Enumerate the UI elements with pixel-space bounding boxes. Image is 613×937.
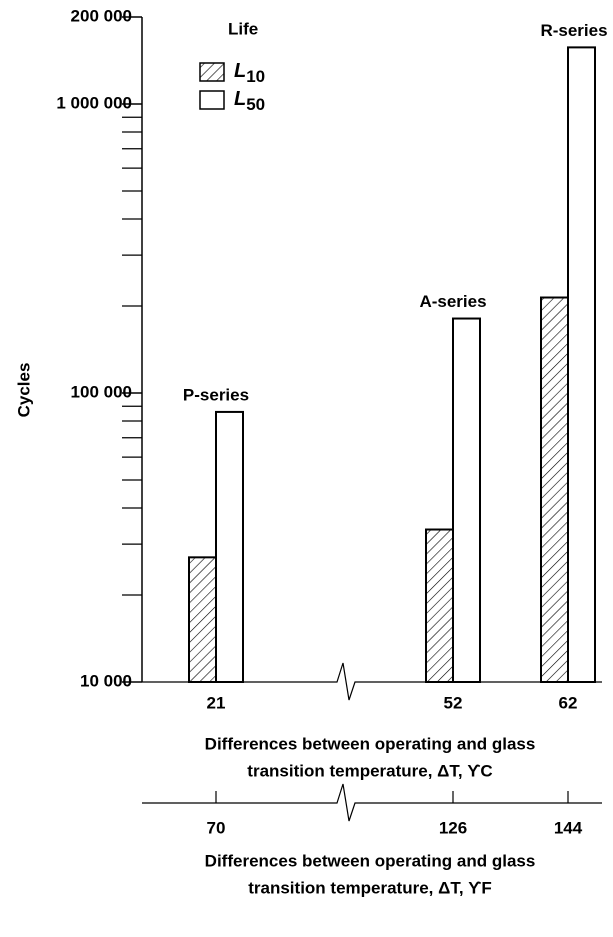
legend-swatch (199, 90, 225, 110)
bar (188, 556, 217, 684)
x-tick-label: 62 (559, 693, 578, 712)
x-axis-label: Differences between operating and glass (205, 734, 536, 753)
x-axis (142, 662, 602, 701)
legend-label: L10 (234, 60, 265, 86)
x-tick-label: 52 (444, 693, 463, 712)
y-tick-label: 10 000 (80, 671, 132, 690)
series-annotation: A-series (419, 292, 486, 311)
x2-tick-label: 70 (207, 818, 226, 837)
x2-axis (142, 783, 602, 822)
y-tick-label: 1 000 000 (56, 93, 132, 112)
bar (452, 317, 481, 683)
x2-axis-label: transition temperature, ΔT, ϒF (248, 878, 492, 897)
x2-tick-label: 126 (439, 818, 467, 837)
x2-tick-label: 144 (554, 818, 583, 837)
x-axis-label: transition temperature, ΔT, ϒC (247, 761, 492, 780)
y-tick-label: 100 000 (71, 382, 132, 401)
bar (540, 296, 569, 683)
bar (425, 528, 454, 683)
bar (215, 410, 244, 683)
y-axis-label: Cycles (14, 363, 33, 418)
bar (567, 46, 596, 684)
legend-label: L50 (234, 88, 265, 114)
series-annotation: P-series (183, 385, 249, 404)
legend-title: Life (228, 19, 258, 38)
legend-swatch (199, 62, 225, 82)
x2-axis-label: Differences between operating and glass (205, 851, 536, 870)
y-tick-label: 200 000 (71, 6, 132, 25)
series-annotation: R-series (540, 21, 607, 40)
x-tick-label: 21 (207, 693, 226, 712)
